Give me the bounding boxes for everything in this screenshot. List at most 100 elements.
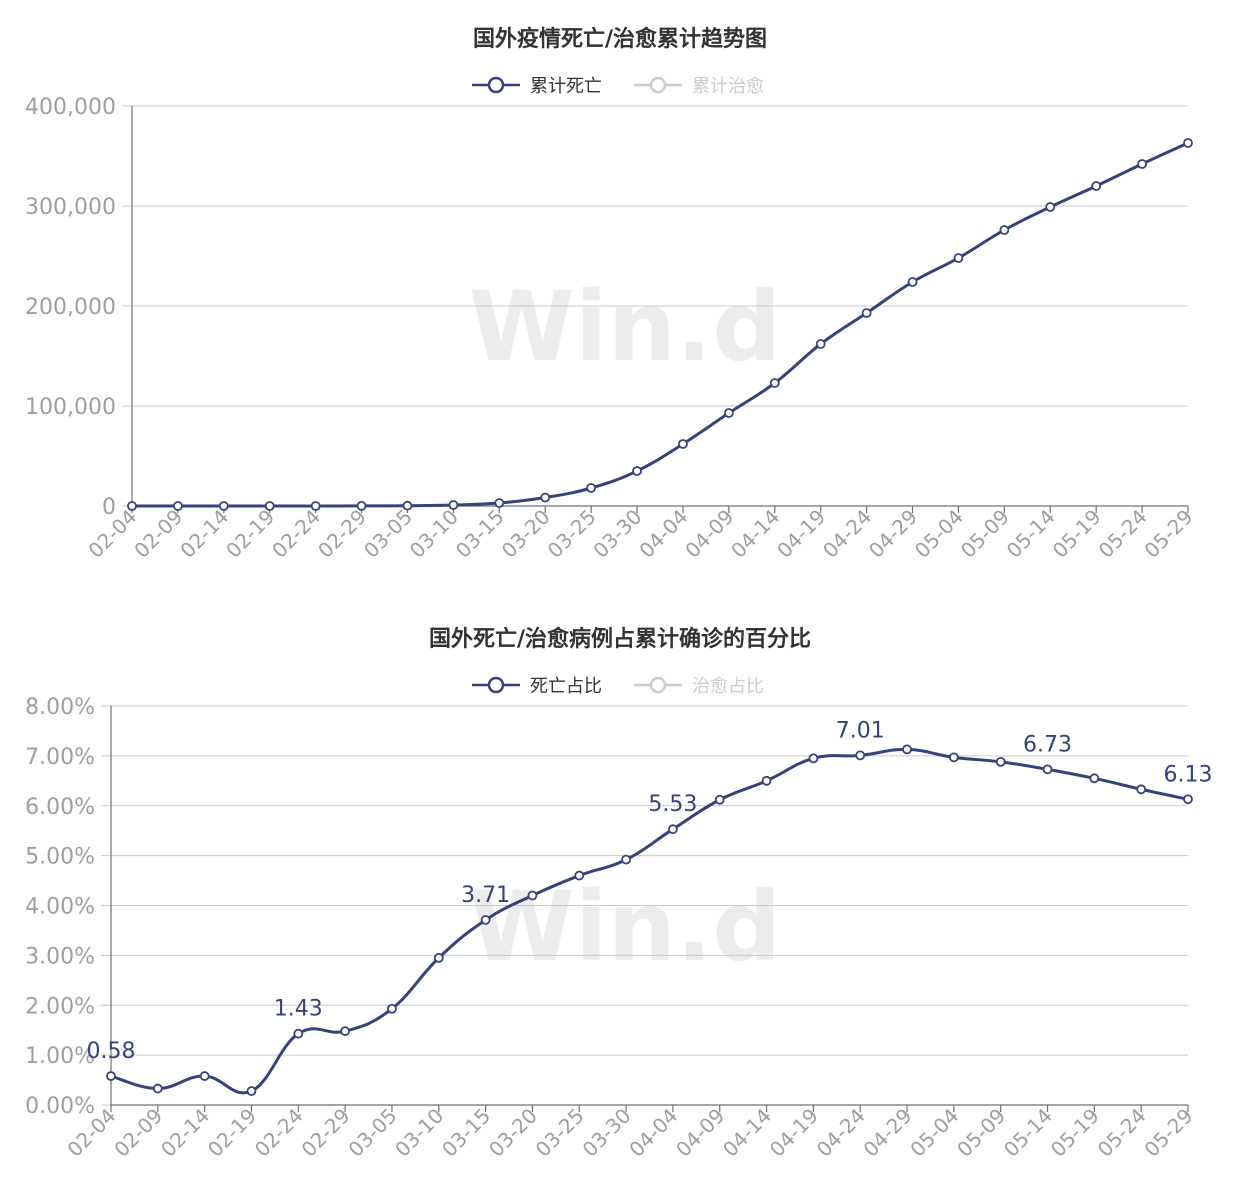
data-label: 3.71 <box>461 883 510 908</box>
data-point[interactable] <box>127 501 137 511</box>
data-point[interactable] <box>1045 202 1056 212</box>
y-tick-label: 200,000 <box>25 295 116 320</box>
x-tick-label: 04-09 <box>671 1104 729 1162</box>
legend-item[interactable]: 死亡占比 <box>472 676 602 697</box>
data-point[interactable] <box>902 744 912 755</box>
legend: 死亡占比 治愈占比 <box>472 676 764 697</box>
data-point[interactable] <box>494 498 505 508</box>
data-point[interactable] <box>586 483 597 493</box>
x-tick-label: 02-29 <box>297 1104 355 1162</box>
data-point[interactable] <box>953 253 964 263</box>
x-tick-label: 04-19 <box>772 505 830 563</box>
data-point[interactable] <box>632 466 642 476</box>
data-point[interactable] <box>152 1083 163 1094</box>
x-tick-label: 02-19 <box>203 1104 261 1162</box>
x-tick-label: 02-09 <box>129 505 187 563</box>
x-tick-label: 05-09 <box>956 505 1014 563</box>
x-tick-label: 05-04 <box>910 505 968 563</box>
data-point[interactable] <box>106 1071 116 1081</box>
data-point[interactable] <box>808 753 819 764</box>
x-tick-label: 05-09 <box>952 1104 1010 1162</box>
x-tick-label: 04-29 <box>859 1104 917 1162</box>
x-tick-label: 04-09 <box>680 505 738 563</box>
cumulative-chart-panel: Win.d 国外疫情死亡/治愈累计趋势图 累计死亡 累计治愈 0 100,000 20… <box>0 0 1240 600</box>
data-point[interactable] <box>1136 784 1147 795</box>
x-tick-label: 05-29 <box>1139 1104 1197 1162</box>
y-tick-label: 0 <box>102 495 116 520</box>
x-tick-label: 05-19 <box>1046 1104 1104 1162</box>
data-point[interactable] <box>310 501 321 511</box>
y-tick-label: 1.00% <box>25 1044 95 1069</box>
x-tick-label: 03-05 <box>343 1104 401 1162</box>
data-point[interactable] <box>402 500 413 511</box>
data-point[interactable] <box>761 775 772 786</box>
data-point[interactable] <box>387 1003 397 1014</box>
data-point[interactable] <box>1091 181 1102 191</box>
data-point[interactable] <box>1183 794 1193 805</box>
legend-item[interactable]: 累计死亡 <box>472 76 602 97</box>
ratio-chart: Win.d 国外死亡/治愈病例占累计确诊的百分比 死亡占比 治愈占比 0.00% 1… <box>25 626 1212 1162</box>
data-point[interactable] <box>480 915 491 925</box>
data-point[interactable] <box>173 501 183 511</box>
data-point[interactable] <box>527 890 538 901</box>
x-tick-label: 03-30 <box>578 1104 636 1162</box>
data-point[interactable] <box>218 501 229 511</box>
data-label: 7.01 <box>836 718 885 743</box>
data-point[interactable] <box>540 492 551 503</box>
data-point[interactable] <box>246 1086 257 1096</box>
data-point[interactable] <box>574 870 585 881</box>
legend-item[interactable]: 治愈占比 <box>634 676 764 697</box>
data-point[interactable] <box>861 308 872 318</box>
x-tick-label: 04-29 <box>864 505 922 563</box>
data-point[interactable] <box>340 1026 351 1037</box>
data-point[interactable] <box>448 500 459 510</box>
legend-marker-icon <box>487 76 505 94</box>
legend-marker-icon <box>487 676 505 694</box>
watermark: Win.d <box>469 271 781 383</box>
x-tick-label: 02-24 <box>250 1104 308 1162</box>
ratio-chart-panel: Win.d 国外死亡/治愈病例占累计确诊的百分比 死亡占比 治愈占比 0.00% 1… <box>0 600 1240 1204</box>
data-point[interactable] <box>815 339 826 349</box>
x-tick-label: 02-09 <box>109 1104 167 1162</box>
data-point[interactable] <box>1137 159 1147 169</box>
data-point[interactable] <box>948 752 959 763</box>
data-point[interactable] <box>995 756 1006 767</box>
data-label: 5.53 <box>648 792 697 817</box>
data-point[interactable] <box>714 794 725 805</box>
data-point[interactable] <box>1183 138 1193 148</box>
y-tick-label: 400,000 <box>25 95 116 120</box>
x-tick-label: 04-19 <box>765 1104 823 1162</box>
x-tick-label: 02-14 <box>156 1104 214 1162</box>
data-point[interactable] <box>678 439 688 449</box>
data-point[interactable] <box>999 225 1010 235</box>
watermark: Win.d <box>469 871 781 983</box>
data-point[interactable] <box>1042 764 1053 775</box>
y-tick-label: 6.00% <box>25 795 95 820</box>
data-point[interactable] <box>621 854 631 865</box>
data-point[interactable] <box>769 378 780 388</box>
data-point[interactable] <box>855 750 866 761</box>
y-tick-label: 300,000 <box>25 195 116 220</box>
data-point[interactable] <box>356 500 367 511</box>
x-tick-label: 03-30 <box>589 505 647 563</box>
x-tick-label: 02-24 <box>267 505 325 563</box>
x-tick-label: 05-04 <box>905 1104 963 1162</box>
legend-marker-icon <box>649 76 667 94</box>
data-point[interactable] <box>668 824 678 835</box>
data-point[interactable] <box>264 501 275 511</box>
data-point[interactable] <box>199 1071 210 1081</box>
cumulative-chart: Win.d 国外疫情死亡/治愈累计趋势图 累计死亡 累计治愈 0 100,000 20… <box>25 26 1198 563</box>
data-point[interactable] <box>293 1028 304 1039</box>
data-point[interactable] <box>723 408 734 418</box>
data-point[interactable] <box>433 952 444 963</box>
chart-title: 国外疫情死亡/治愈累计趋势图 <box>473 26 767 52</box>
x-tick-label: 04-24 <box>812 1104 870 1162</box>
data-label: 0.58 <box>87 1039 136 1064</box>
x-tick-label: 03-25 <box>531 1104 589 1162</box>
legend-label: 累计死亡 <box>530 76 602 97</box>
data-point[interactable] <box>907 277 918 287</box>
x-tick-label: 03-10 <box>405 505 463 563</box>
x-tick-label: 04-24 <box>818 505 876 563</box>
legend-item[interactable]: 累计治愈 <box>634 76 764 97</box>
data-point[interactable] <box>1089 773 1100 784</box>
